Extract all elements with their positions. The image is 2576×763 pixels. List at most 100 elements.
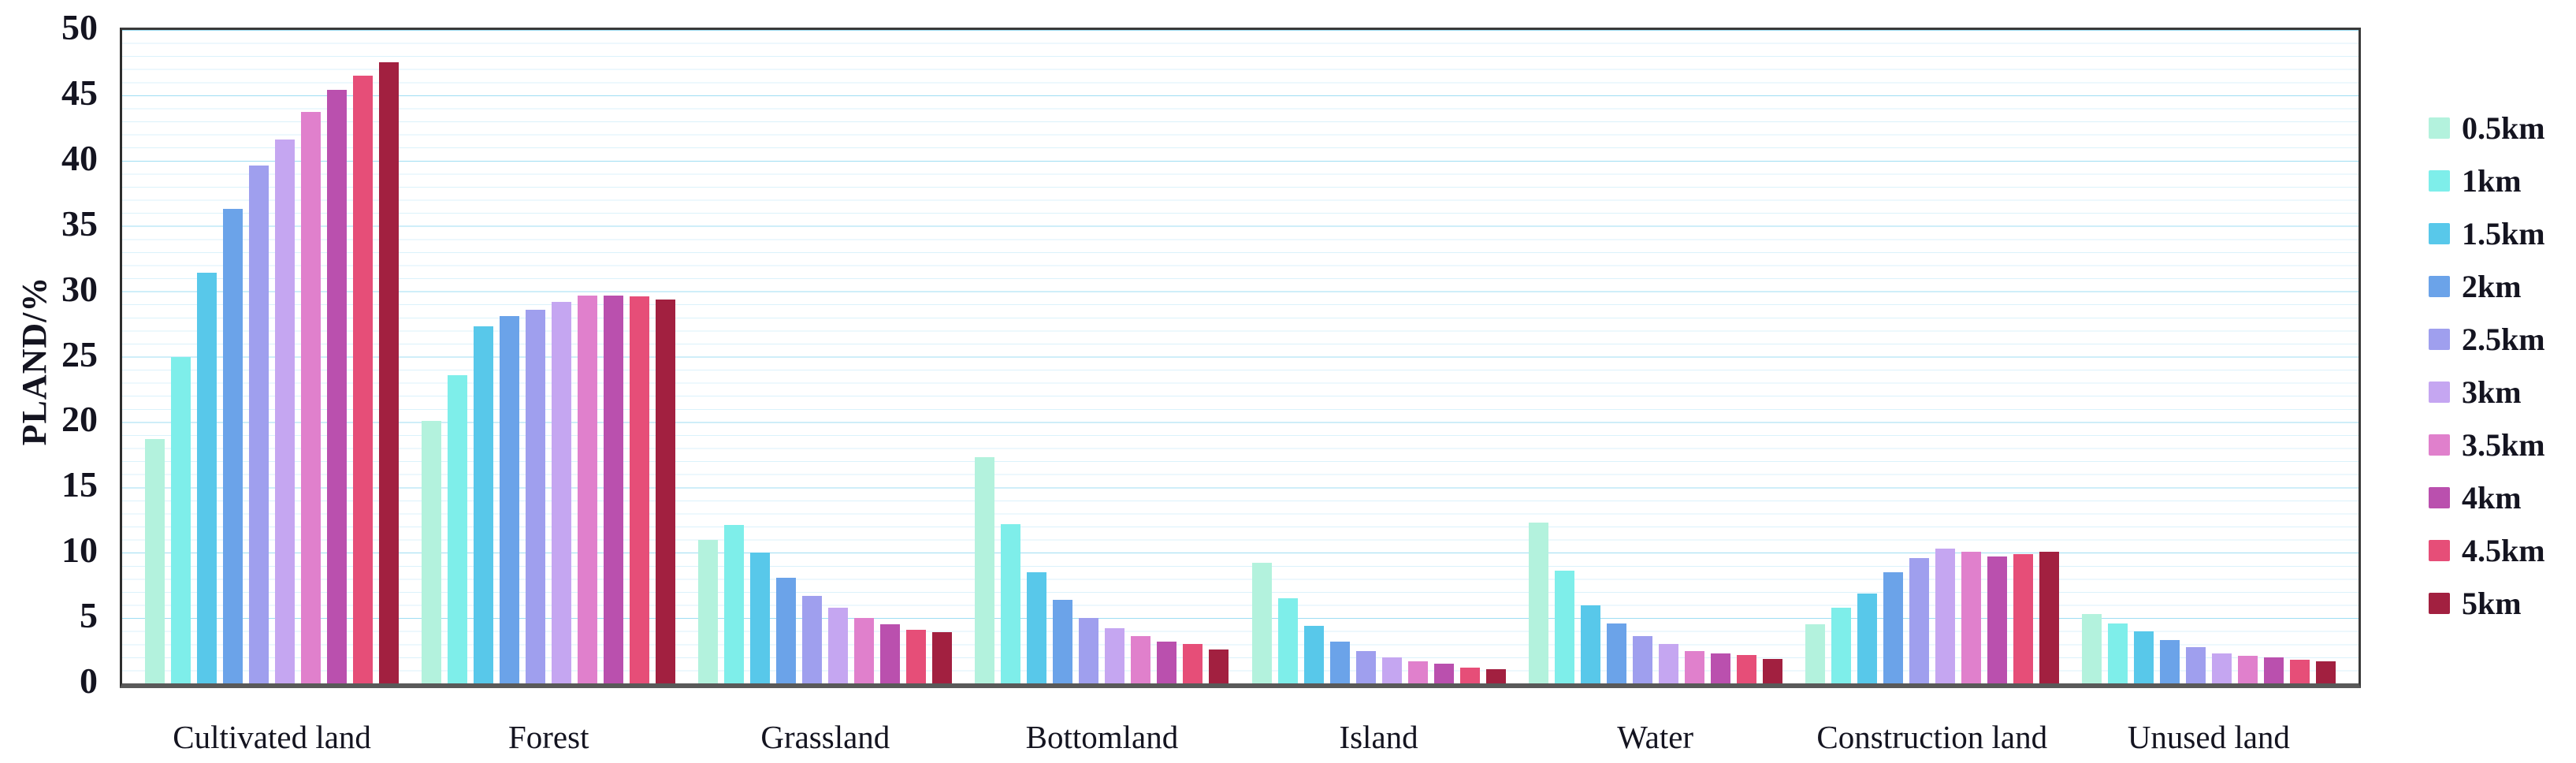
- bar-4.5km-island: [1459, 668, 1480, 683]
- bar-2km-bottomland: [1053, 599, 1073, 683]
- legend-swatch-icon: [2429, 117, 2450, 139]
- bar-4km-cultivated-land: [327, 90, 348, 683]
- y-tick-label: 40: [61, 137, 98, 178]
- y-tick-label: 0: [80, 661, 98, 701]
- bar-0.5km-construction-land: [1805, 624, 1825, 683]
- bar-group-construction-land: Construction land: [1805, 30, 2059, 755]
- bar-4km-grassland: [880, 624, 901, 683]
- bar-4.5km-unused-land: [2289, 660, 2310, 683]
- legend-swatch-icon: [2429, 592, 2450, 614]
- bar-3.5km-grassland: [854, 618, 875, 683]
- bar-3km-unused-land: [2211, 653, 2232, 683]
- legend-swatch-icon: [2429, 434, 2450, 456]
- bar-1.5km-water: [1580, 605, 1600, 683]
- bar-4.5km-construction-land: [2013, 553, 2033, 683]
- bar-1km-bottomland: [1001, 523, 1021, 683]
- bar-3.5km-cultivated-land: [301, 112, 322, 683]
- legend-item-5km: 5km: [2429, 585, 2545, 621]
- legend-label: 2.5km: [2462, 321, 2545, 357]
- bar-1.5km-grassland: [750, 553, 771, 683]
- bar-4km-unused-land: [2263, 657, 2284, 683]
- bar-3.5km-construction-land: [1961, 551, 1981, 683]
- bar-4km-island: [1433, 664, 1454, 683]
- bar-0.5km-unused-land: [2081, 614, 2102, 683]
- bar-1.5km-unused-land: [2133, 631, 2154, 683]
- bar-5km-unused-land: [2315, 661, 2336, 683]
- y-tick-label: 50: [61, 7, 98, 47]
- legend-item-4.5km: 4.5km: [2429, 532, 2545, 568]
- bar-5km-forest: [656, 299, 676, 683]
- bar-2km-construction-land: [1883, 572, 1903, 683]
- bar-1.5km-bottomland: [1027, 572, 1047, 683]
- x-category-label: Forest: [507, 719, 589, 755]
- legend: 0.5km 1km 1.5km 2km 2.5km 3km 3.5km 4km 4.5km 5km: [2429, 110, 2545, 621]
- bar-0.5km-grassland: [698, 539, 719, 683]
- bar-4.5km-forest: [630, 296, 650, 683]
- bar-2.5km-construction-land: [1909, 557, 1929, 683]
- legend-swatch-icon: [2429, 381, 2450, 403]
- bar-2km-grassland: [776, 577, 797, 683]
- bar-0.5km-island: [1251, 563, 1272, 683]
- x-category-label: Unused land: [2127, 719, 2290, 755]
- bar-4km-forest: [604, 295, 624, 683]
- y-tick-label: 30: [61, 268, 98, 309]
- bar-3.5km-water: [1684, 650, 1704, 683]
- bar-2.5km-unused-land: [2185, 646, 2206, 683]
- bar-5km-bottomland: [1209, 649, 1229, 683]
- x-category-label: Cultivated land: [173, 719, 371, 755]
- legend-label: 0.5km: [2462, 110, 2545, 146]
- bar-4km-bottomland: [1157, 641, 1177, 683]
- y-tick-label: 20: [61, 399, 98, 440]
- bar-1.5km-construction-land: [1857, 593, 1877, 683]
- bar-group-grassland: Grassland: [698, 30, 953, 755]
- legend-label: 3.5km: [2462, 426, 2545, 463]
- bar-1km-grassland: [724, 525, 745, 683]
- bar-4km-construction-land: [1987, 556, 2007, 683]
- bar-0.5km-cultivated-land: [145, 438, 165, 683]
- bar-group-unused-land: Unused land: [2081, 30, 2336, 755]
- legend-item-2km: 2km: [2429, 268, 2545, 304]
- bar-2.5km-grassland: [802, 595, 823, 683]
- y-tick-label: 25: [61, 333, 98, 374]
- legend-label: 2km: [2462, 268, 2522, 304]
- bar-3km-island: [1381, 657, 1402, 683]
- plot-area: Cultivated land Forest Grassland Bottomland…: [120, 28, 2361, 755]
- bar-2km-cultivated-land: [223, 209, 243, 683]
- y-tick-label: 10: [61, 530, 98, 571]
- bar-2km-forest: [500, 316, 520, 683]
- legend-label: 4.5km: [2462, 532, 2545, 568]
- bar-group-water: Water: [1528, 30, 1782, 755]
- bar-3km-grassland: [828, 607, 849, 683]
- bar-1km-construction-land: [1831, 607, 1851, 683]
- x-category-label: Water: [1617, 719, 1694, 755]
- legend-label: 5km: [2462, 585, 2522, 621]
- bar-3km-cultivated-land: [275, 140, 296, 683]
- legend-swatch-icon: [2429, 328, 2450, 350]
- bar-5km-construction-land: [2039, 551, 2059, 683]
- legend-label: 3km: [2462, 374, 2522, 410]
- legend-label: 1.5km: [2462, 215, 2545, 251]
- legend-label: 1km: [2462, 162, 2522, 199]
- bar-group-bottomland: Bottomland: [975, 30, 1229, 755]
- legend-item-3km: 3km: [2429, 374, 2545, 410]
- bar-5km-cultivated-land: [379, 62, 400, 683]
- legend-swatch-icon: [2429, 539, 2450, 561]
- legend-swatch-icon: [2429, 486, 2450, 508]
- legend-swatch-icon: [2429, 222, 2450, 244]
- bar-1.5km-island: [1303, 626, 1324, 683]
- legend-item-1km: 1km: [2429, 162, 2545, 199]
- bar-group-cultivated-land: Cultivated land: [145, 30, 400, 755]
- legend-swatch-icon: [2429, 169, 2450, 192]
- bar-3km-construction-land: [1935, 549, 1955, 683]
- bar-group-forest: Forest: [422, 30, 676, 755]
- bar-2.5km-bottomland: [1079, 618, 1099, 683]
- bar-2km-water: [1606, 623, 1626, 683]
- bar-4km-water: [1710, 653, 1730, 683]
- bar-group-island: Island: [1251, 30, 1506, 755]
- y-tick-label: 15: [61, 464, 98, 505]
- bar-3.5km-forest: [578, 295, 598, 683]
- bar-3km-bottomland: [1105, 628, 1125, 683]
- x-category-label: Construction land: [1816, 719, 2048, 755]
- bar-4.5km-water: [1736, 654, 1756, 683]
- y-tick-label: 5: [80, 595, 98, 636]
